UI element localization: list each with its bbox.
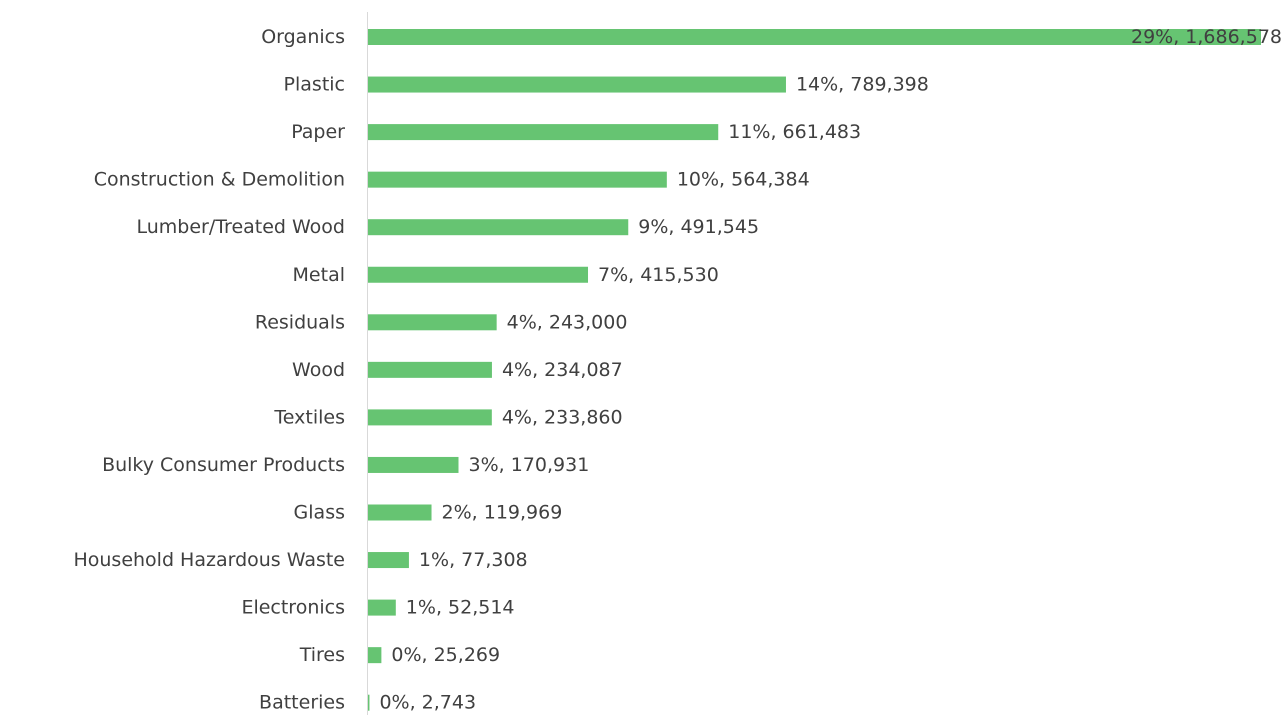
bar-11	[368, 552, 409, 569]
category-label: Lumber/Treated Wood	[136, 216, 345, 238]
category-label: Organics	[261, 26, 345, 48]
data-label: 4%, 243,000	[507, 311, 628, 333]
bar-1	[368, 76, 786, 93]
category-label: Textiles	[273, 406, 345, 428]
bar-14	[368, 694, 370, 711]
category-label: Residuals	[255, 311, 345, 333]
category-label: Paper	[291, 121, 345, 143]
category-label: Plastic	[284, 74, 345, 96]
data-label: 7%, 415,530	[598, 264, 719, 286]
bar-7	[368, 361, 492, 378]
bar-0	[368, 29, 1261, 45]
category-label: Construction & Demolition	[94, 169, 345, 191]
bar-3	[368, 171, 667, 188]
category-label: Bulky Consumer Products	[102, 454, 345, 476]
data-label: 2%, 119,969	[442, 502, 563, 524]
data-label: 3%, 170,931	[469, 454, 590, 476]
data-label: 10%, 564,384	[677, 169, 810, 191]
category-label: Household Hazardous Waste	[73, 549, 345, 571]
data-label: 9%, 491,545	[638, 216, 759, 238]
category-labels-group: Organics Plastic Paper Construction & Demol…	[73, 26, 345, 714]
bar-10	[368, 504, 432, 521]
bar-2	[368, 124, 719, 141]
bar-12	[368, 599, 396, 616]
bar-5	[368, 266, 589, 283]
data-label: 29%, 1,686,578	[1131, 26, 1282, 48]
data-label: 0%, 2,743	[379, 692, 476, 714]
category-label: Glass	[294, 502, 345, 524]
bar-6	[368, 314, 497, 331]
category-label: Tires	[299, 644, 345, 666]
category-label: Electronics	[241, 597, 345, 619]
bar-13	[368, 647, 382, 664]
bar-4	[368, 219, 629, 236]
data-label: 14%, 789,398	[796, 74, 929, 96]
category-label: Batteries	[259, 692, 345, 714]
data-label: 11%, 661,483	[728, 121, 861, 143]
data-labels-group: 29%, 1,686,578 14%, 789,398 11%, 661,483 10…	[379, 26, 1282, 714]
category-label: Metal	[293, 264, 345, 286]
bars-group	[368, 29, 1261, 711]
data-label: 4%, 234,087	[502, 359, 623, 381]
category-label: Wood	[292, 359, 345, 381]
bar-8	[368, 409, 492, 426]
bar-9	[368, 456, 459, 473]
data-label: 1%, 52,514	[406, 597, 515, 619]
data-label: 0%, 25,269	[391, 644, 500, 666]
data-label: 1%, 77,308	[419, 549, 528, 571]
data-label: 4%, 233,860	[502, 406, 623, 428]
